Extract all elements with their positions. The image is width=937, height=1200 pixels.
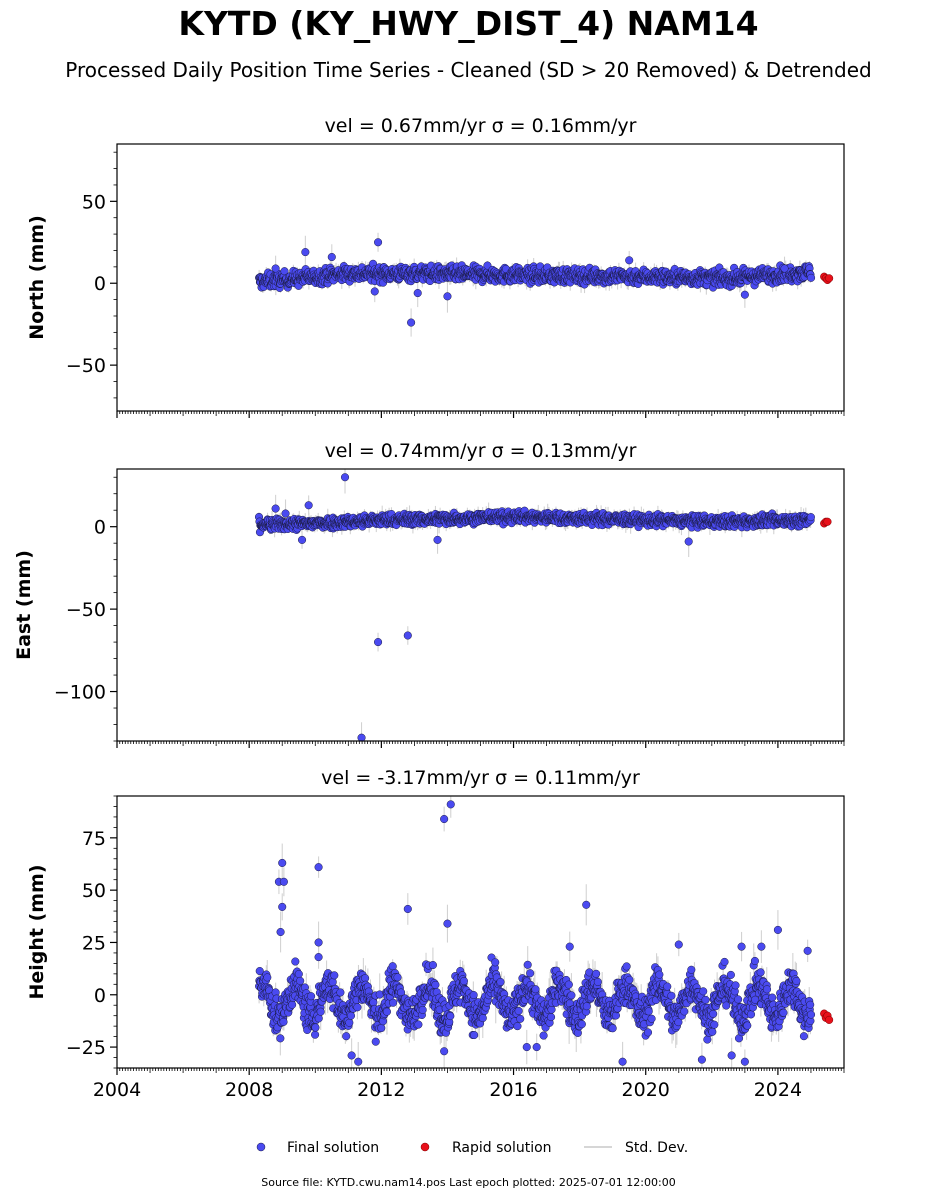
final-outlier-point: [443, 292, 452, 301]
plot-area-height: [255, 796, 834, 1068]
final-outlier-point: [370, 287, 379, 296]
final-point: [296, 976, 305, 985]
y-tick-label: −100: [54, 682, 106, 704]
y-axis-label-north: North (mm): [26, 215, 48, 340]
y-tick-label: −50: [66, 599, 106, 621]
rapid-point: [825, 274, 834, 283]
final-outlier-point: [413, 289, 422, 298]
final-outlier-point: [374, 638, 383, 647]
y-tick-label: −50: [66, 355, 106, 377]
final-outlier-point: [357, 733, 366, 741]
y-tick-label: 50: [82, 191, 106, 213]
plot-area-east: [254, 469, 832, 741]
x-ticks-east: [116, 741, 845, 748]
final-series-height: [255, 800, 816, 1066]
axes-frame-east: [116, 468, 845, 742]
y-axis-label-east: East (mm): [13, 550, 35, 660]
final-outlier-point: [780, 264, 789, 273]
final-outlier-point: [304, 501, 313, 510]
figure-title: KYTD (KY_HWY_DIST_4) NAM14: [178, 4, 759, 43]
final-point: [291, 957, 300, 966]
final-outlier-point: [340, 473, 350, 482]
final-outlier-point: [684, 537, 693, 546]
rapid-series-east: [820, 517, 832, 528]
final-outlier-point: [298, 535, 307, 544]
panel-east: 0 −50 −100 vel = 0.74mm/yr σ = 0.13mm/yr Eas…: [13, 440, 845, 748]
final-outlier-point: [271, 504, 280, 513]
final-point: [276, 1034, 285, 1043]
final-outlier-point: [433, 535, 442, 544]
final-point: [807, 273, 816, 282]
final-point: [288, 1000, 297, 1009]
final-outlier-point: [740, 290, 749, 299]
final-outlier-point: [625, 256, 634, 265]
y-tick-label: 0: [94, 517, 106, 539]
final-outlier-point: [327, 252, 336, 262]
final-outlier-point: [374, 238, 383, 247]
y-tick-label: 0: [94, 273, 106, 295]
y-ticks-north: [110, 151, 117, 399]
panel-north: 50 0 −50 vel = 0.67mm/yr σ = 0.16mm/yr North…: [26, 115, 845, 418]
x-ticks-north: [116, 411, 845, 418]
final-outlier-point: [407, 318, 416, 327]
rapid-point: [823, 517, 832, 526]
figure-subtitle: Processed Daily Position Time Series - C…: [65, 58, 872, 82]
final-series-east: [254, 473, 815, 741]
std-dev-bars-height: [258, 796, 811, 1068]
final-outlier-point: [281, 509, 290, 518]
rapid-series-north: [820, 272, 834, 285]
final-outlier-point: [271, 264, 280, 273]
panel-title-east: vel = 0.74mm/yr σ = 0.13mm/yr: [325, 440, 637, 462]
plot-area-north: [255, 232, 834, 337]
std-dev-bars-east: [258, 469, 812, 741]
final-outlier-point: [301, 248, 310, 257]
final-point: [294, 969, 303, 979]
final-outlier-point: [403, 631, 412, 640]
final-point: [279, 1017, 288, 1026]
y-ticks-east: [110, 476, 117, 742]
final-point: [263, 973, 272, 982]
final-series-north: [255, 238, 816, 327]
final-point: [806, 513, 815, 522]
panel-title-north: vel = 0.67mm/yr σ = 0.16mm/yr: [325, 115, 637, 137]
